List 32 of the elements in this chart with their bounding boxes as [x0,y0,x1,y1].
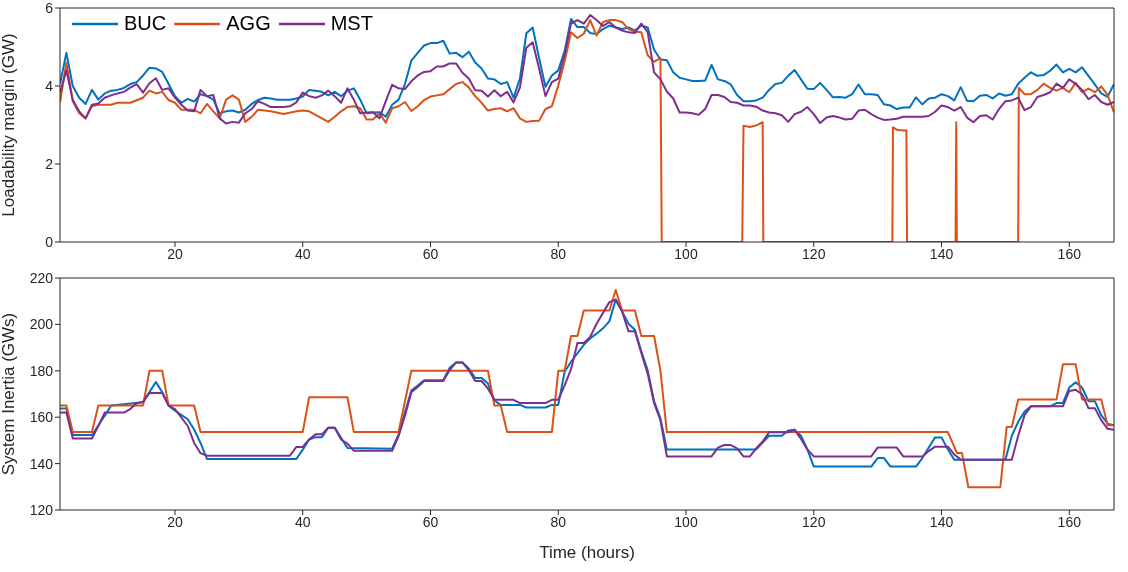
y-tick-label: 140 [29,455,54,472]
x-tick-label: 40 [294,513,311,530]
y-tick-label: 0 [45,233,54,250]
x-tick-label: 20 [167,245,183,262]
x-tick-label: 100 [674,245,698,262]
y-tick-label: 2 [45,155,54,172]
y-tick-label: 160 [29,409,54,426]
x-tick-label: 60 [422,513,439,530]
x-tick-label: 140 [929,513,954,530]
x-tick-label: 20 [167,513,183,530]
legend-label: AGG [226,12,271,35]
x-tick-label: 140 [929,245,954,262]
legend-label: BUC [124,12,167,35]
y-tick-label: 200 [29,316,54,333]
y-axis-title: System Inertia (GWs) [0,312,19,476]
x-tick-label: 40 [294,245,311,262]
x-tick-label: 160 [1057,513,1082,530]
y-axis-title: Loadability margin (GW) [0,33,19,217]
y-tick-label: 6 [45,0,54,16]
x-axis-title: Time (hours) [539,543,635,562]
y-tick-label: 120 [29,501,54,518]
x-tick-label: 80 [550,513,567,530]
x-tick-label: 160 [1057,245,1082,262]
x-tick-label: 120 [802,245,826,262]
x-tick-label: 80 [550,245,567,262]
y-tick-label: 180 [29,362,54,379]
x-tick-label: 60 [422,245,439,262]
y-tick-label: 4 [45,77,54,94]
y-tick-label: 220 [29,269,54,286]
legend-label: MST [330,12,373,35]
x-tick-label: 100 [674,513,698,530]
x-tick-label: 120 [802,513,826,530]
